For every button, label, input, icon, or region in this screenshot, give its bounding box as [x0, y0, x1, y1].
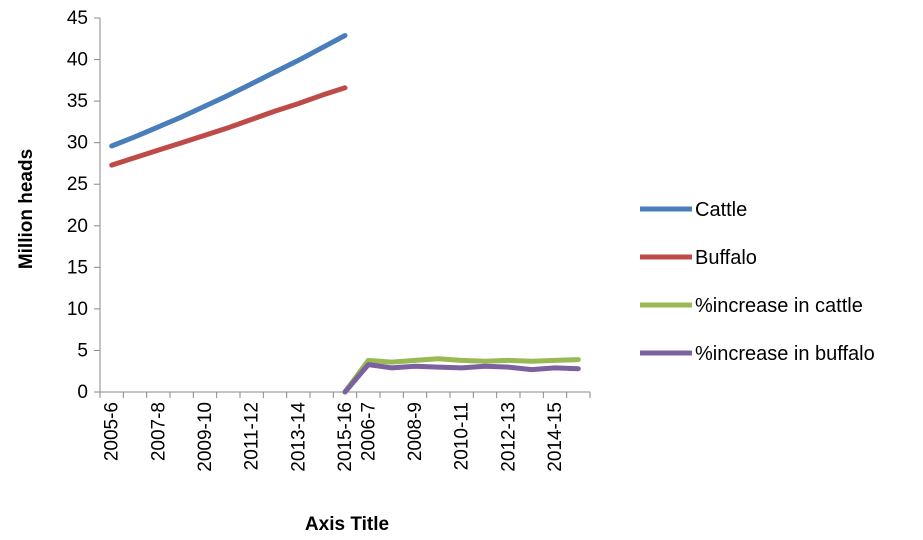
legend-label-0: Cattle: [695, 199, 747, 221]
y-tick-label: 20: [67, 216, 88, 237]
x-axis: 2005-6 2007-8 2009-10 2011-12 2013-14 2015-16…: [99, 391, 591, 472]
y-tick-label: 5: [77, 340, 88, 361]
legend-label-1: Buffalo: [695, 247, 757, 269]
series-line-2: [342, 356, 581, 395]
legend-label-2: %increase in cattle: [695, 295, 863, 317]
x-tick-label: 2005-6: [102, 402, 123, 461]
series-line-0: [109, 33, 348, 149]
y-tick-label: 10: [67, 299, 88, 320]
y-tick-label: 25: [67, 174, 88, 195]
y-tick-label: 35: [67, 91, 88, 112]
y-tick-label: 45: [67, 8, 88, 29]
y-axis-title: Million heads: [16, 149, 37, 269]
x-tick-label: 2011-12: [242, 402, 263, 470]
legend: Cattle Buffalo %increase in cattle %increas…: [640, 199, 875, 365]
x-tick-label: 2007-8: [148, 402, 169, 461]
y-tick-label: 40: [67, 50, 88, 71]
x-tick-label: 2013-14: [288, 402, 309, 472]
series-line-3: [342, 362, 581, 395]
y-axis: 0 5 10 15 20 25 30 35 40 45: [67, 8, 101, 403]
x-tick-label: 2010-11: [452, 402, 473, 470]
x-tick-label: 2015-16: [335, 402, 356, 472]
legend-label-3: %increase in buffalo: [695, 343, 875, 365]
x-tick-label: 2012-13: [498, 402, 519, 472]
x-tick-label: 2009-10: [195, 402, 216, 472]
series-line-1: [109, 85, 348, 168]
x-tick-label: 2008-9: [405, 402, 426, 461]
y-tick-label: 0: [77, 382, 88, 403]
x-axis-title: Axis Title: [305, 514, 389, 535]
x-tick-label: 2006-7: [358, 402, 379, 461]
y-tick-label: 15: [67, 257, 88, 278]
x-tick-label: 2014-15: [545, 402, 566, 472]
series-layer: [109, 33, 581, 395]
y-tick-label: 30: [67, 133, 88, 154]
